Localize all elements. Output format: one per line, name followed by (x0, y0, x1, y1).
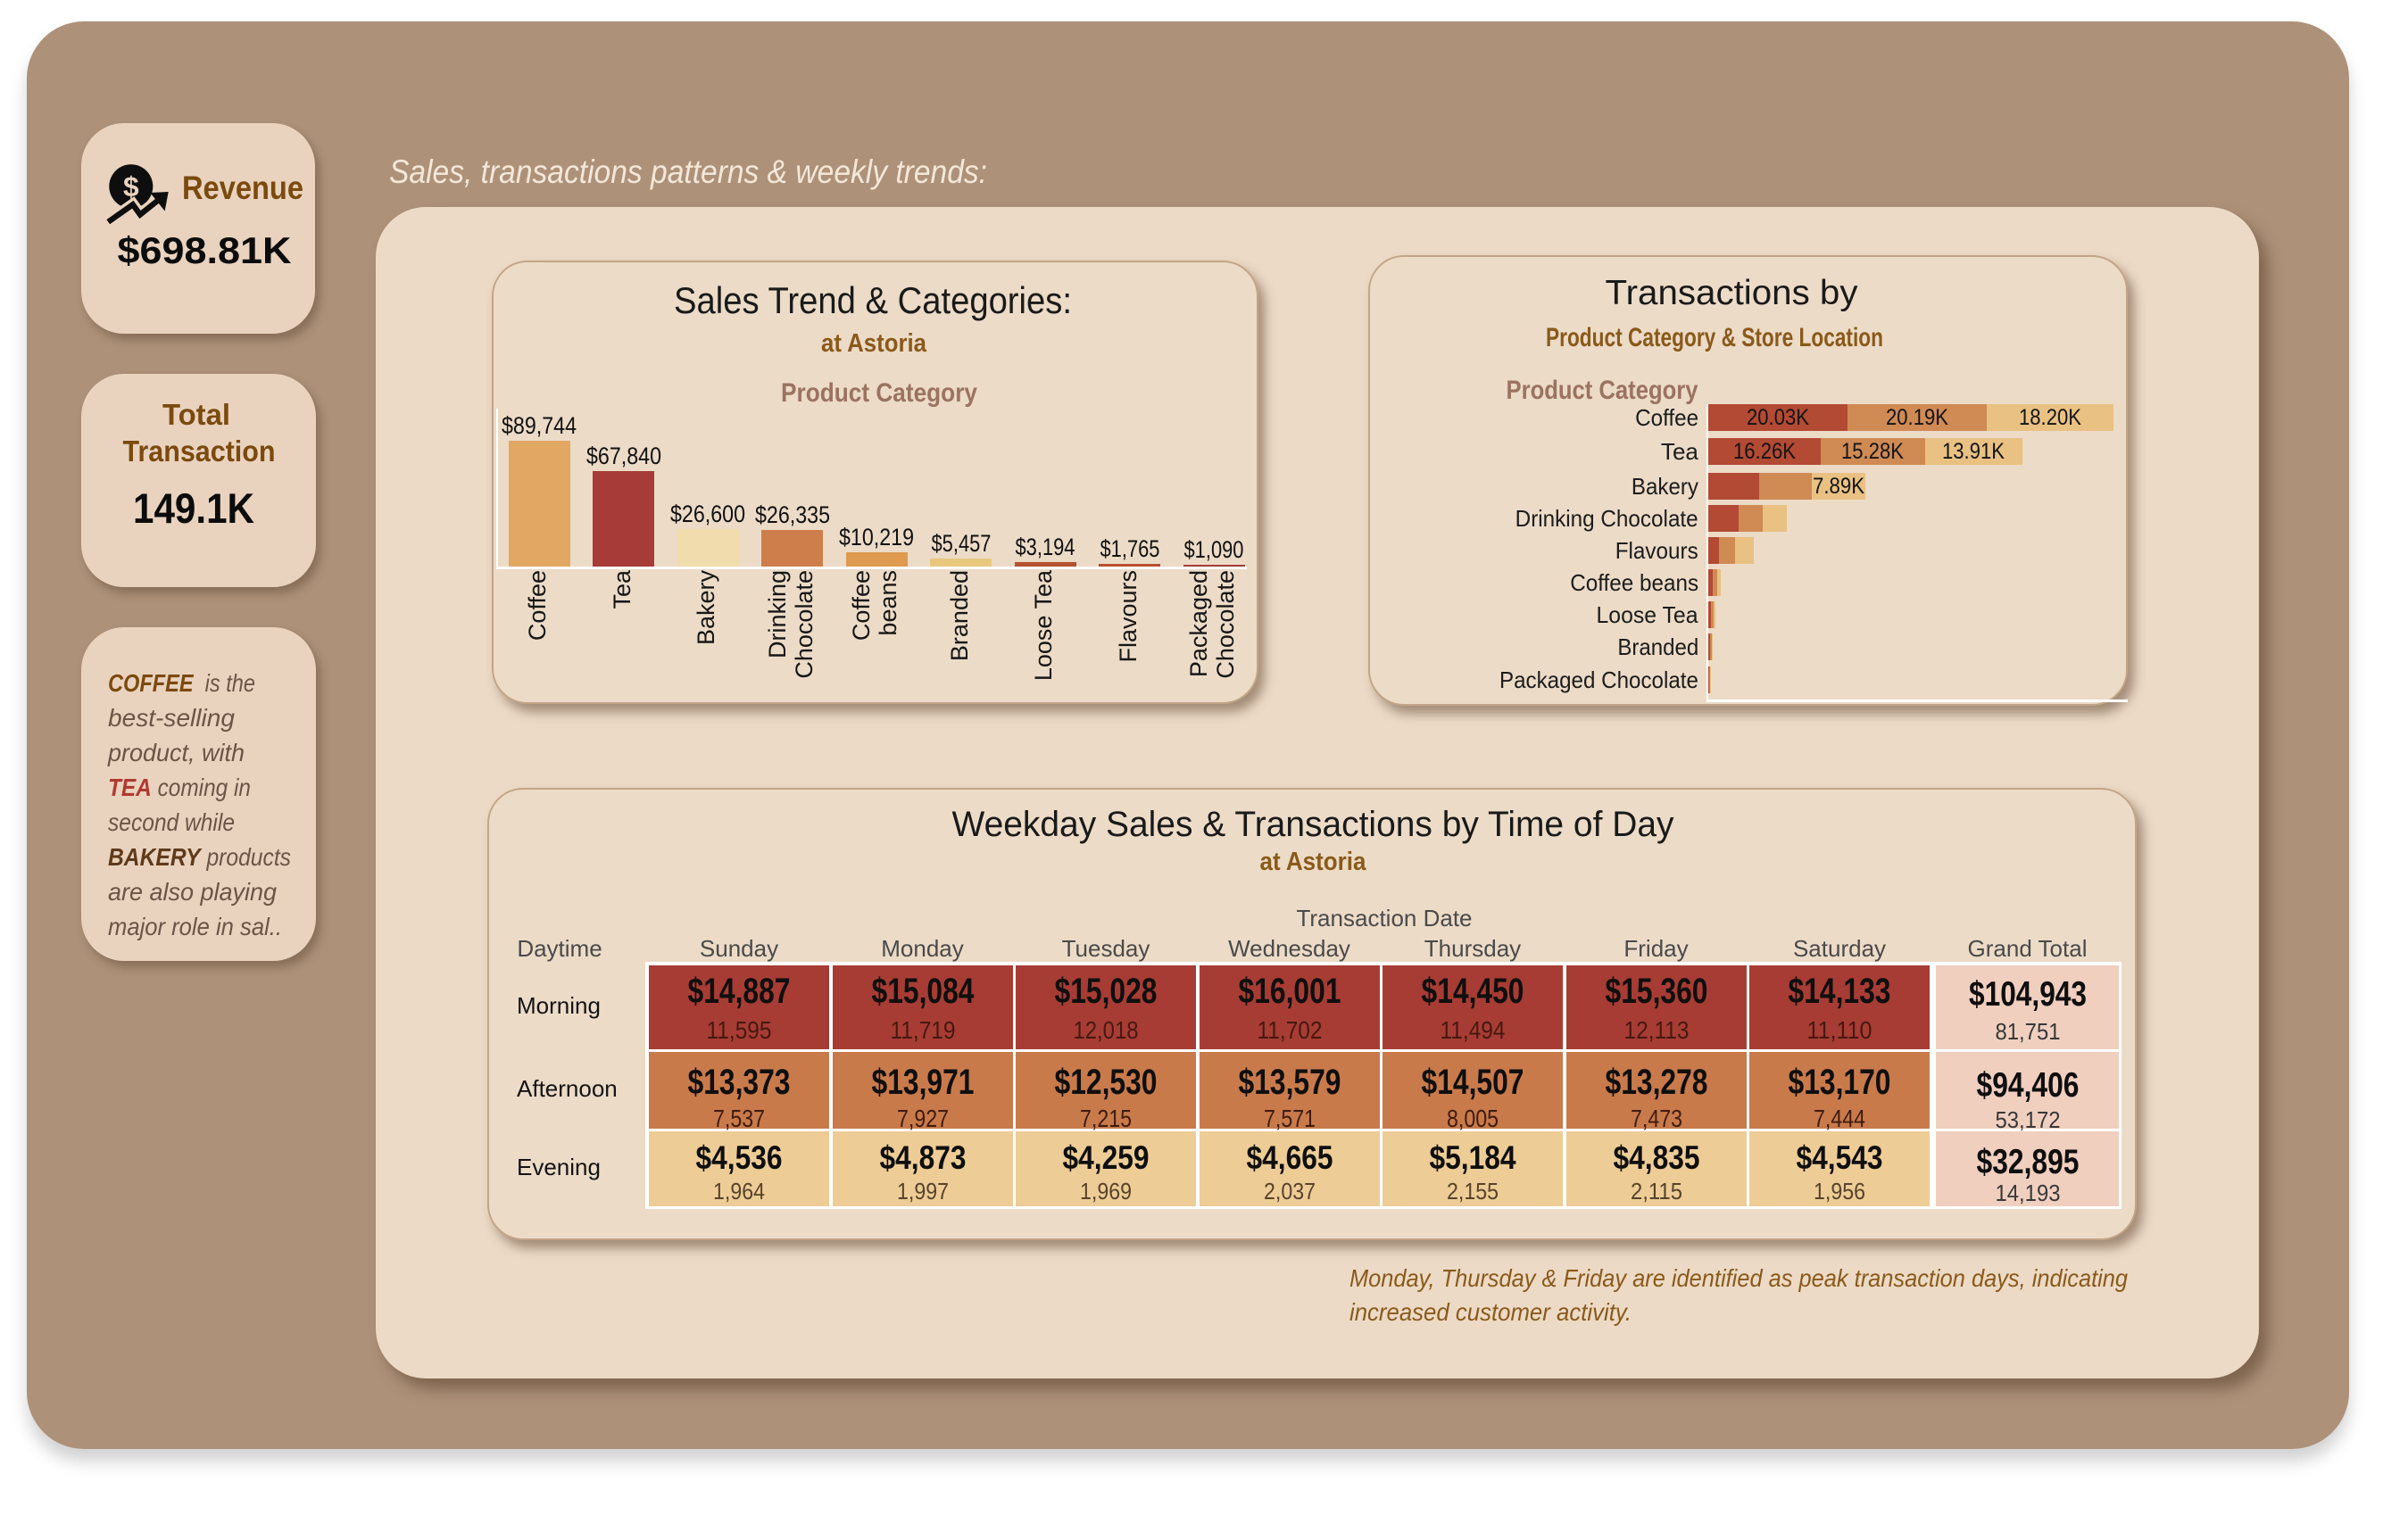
svg-text:$: $ (123, 170, 139, 203)
